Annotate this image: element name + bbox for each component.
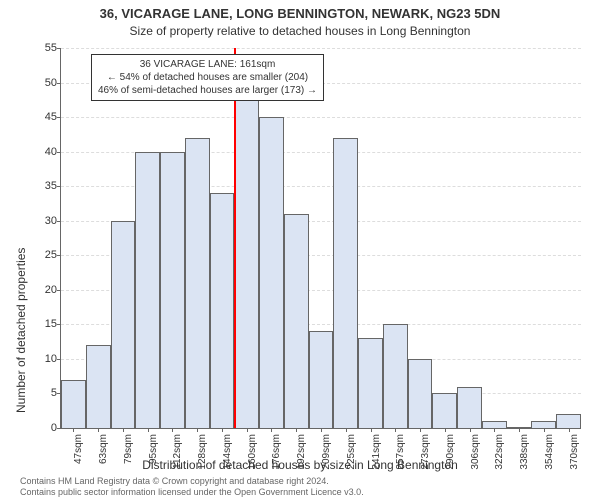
ytick-label: 25 <box>31 249 57 261</box>
chart-container: 36, VICARAGE LANE, LONG BENNINGTON, NEWA… <box>0 0 600 500</box>
xtick-mark <box>420 428 421 432</box>
xtick-mark <box>346 428 347 432</box>
xtick-mark <box>494 428 495 432</box>
histogram-bar <box>234 69 259 428</box>
ytick-label: 35 <box>31 180 57 192</box>
xtick-mark <box>197 428 198 432</box>
ytick-mark <box>57 83 61 84</box>
ytick-label: 5 <box>31 387 57 399</box>
histogram-bar <box>556 414 581 428</box>
reference-line <box>234 48 236 428</box>
ytick-label: 20 <box>31 284 57 296</box>
ytick-mark <box>57 290 61 291</box>
annotation-line-3: 46% of semi-detached houses are larger (… <box>98 84 317 97</box>
gridline <box>61 117 581 118</box>
annotation-box: 36 VICARAGE LANE: 161sqm ← 54% of detach… <box>91 54 324 101</box>
histogram-bar <box>61 380 86 428</box>
xtick-mark <box>73 428 74 432</box>
license-line-2: Contains public sector information licen… <box>20 487 590 498</box>
xtick-mark <box>222 428 223 432</box>
xtick-mark <box>98 428 99 432</box>
xtick-mark <box>395 428 396 432</box>
histogram-bar <box>111 221 136 428</box>
annotation-line-1: 36 VICARAGE LANE: 161sqm <box>98 58 317 71</box>
histogram-bar <box>86 345 111 428</box>
plot-area: 36 VICARAGE LANE: 161sqm ← 54% of detach… <box>60 48 581 429</box>
ytick-mark <box>57 359 61 360</box>
xtick-mark <box>148 428 149 432</box>
ytick-label: 40 <box>31 146 57 158</box>
histogram-bar <box>135 152 160 428</box>
xtick-mark <box>247 428 248 432</box>
ytick-label: 50 <box>31 77 57 89</box>
xtick-mark <box>172 428 173 432</box>
xtick-mark <box>519 428 520 432</box>
ytick-label: 45 <box>31 111 57 123</box>
annotation-line-2: ← 54% of detached houses are smaller (20… <box>98 71 317 84</box>
histogram-bar <box>531 421 556 428</box>
histogram-bar <box>185 138 210 428</box>
xtick-mark <box>123 428 124 432</box>
chart-title: 36, VICARAGE LANE, LONG BENNINGTON, NEWA… <box>0 6 600 21</box>
histogram-bar <box>457 387 482 428</box>
histogram-bar <box>259 117 284 428</box>
histogram-bar <box>432 393 457 428</box>
ytick-mark <box>57 324 61 325</box>
xtick-mark <box>321 428 322 432</box>
xtick-mark <box>371 428 372 432</box>
ytick-label: 10 <box>31 353 57 365</box>
histogram-bar <box>309 331 334 428</box>
xtick-mark <box>296 428 297 432</box>
ytick-mark <box>57 48 61 49</box>
ytick-mark <box>57 152 61 153</box>
histogram-bar <box>333 138 358 428</box>
ytick-label: 30 <box>31 215 57 227</box>
histogram-bar <box>408 359 433 428</box>
xtick-mark <box>569 428 570 432</box>
ytick-mark <box>57 117 61 118</box>
ytick-label: 0 <box>31 422 57 434</box>
ytick-mark <box>57 255 61 256</box>
ytick-mark <box>57 186 61 187</box>
ytick-mark <box>57 221 61 222</box>
histogram-bar <box>284 214 309 428</box>
xtick-mark <box>470 428 471 432</box>
gridline <box>61 48 581 49</box>
license-line-1: Contains HM Land Registry data © Crown c… <box>20 476 590 487</box>
xtick-mark <box>271 428 272 432</box>
chart-subtitle: Size of property relative to detached ho… <box>0 24 600 38</box>
license-text: Contains HM Land Registry data © Crown c… <box>0 476 600 499</box>
y-axis-label: Number of detached properties <box>14 248 28 413</box>
ytick-label: 15 <box>31 318 57 330</box>
xtick-mark <box>544 428 545 432</box>
x-axis-label: Distribution of detached houses by size … <box>0 458 600 472</box>
histogram-bar <box>210 193 235 428</box>
histogram-bar <box>383 324 408 428</box>
histogram-bar <box>358 338 383 428</box>
ytick-mark <box>57 428 61 429</box>
ytick-label: 55 <box>31 42 57 54</box>
histogram-bar <box>160 152 185 428</box>
histogram-bar <box>482 421 507 428</box>
xtick-mark <box>445 428 446 432</box>
